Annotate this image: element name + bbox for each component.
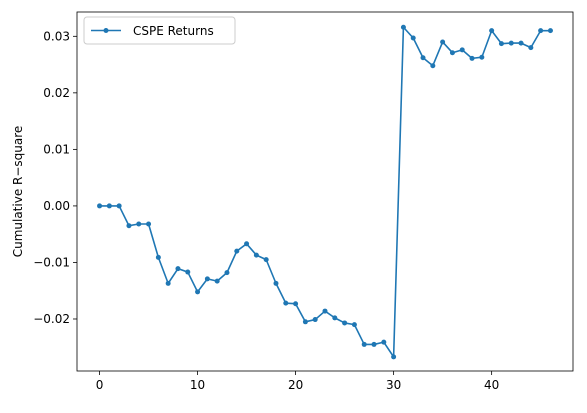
data-point [538,28,544,34]
data-point [410,35,416,41]
data-point [273,280,279,286]
data-point [469,55,475,61]
y-tick-label: −0.02 [33,312,70,326]
data-point [361,341,367,347]
data-point [547,28,553,34]
legend-box [83,16,236,45]
data-point [440,39,446,45]
data-point [293,301,299,307]
data-point [214,278,220,284]
data-point [479,54,485,60]
x-tick-label: 40 [484,378,499,392]
legend: CSPE Returns [83,16,236,45]
data-point [381,339,387,345]
y-tick-label: 0.01 [43,142,70,156]
data-point [302,319,308,325]
data-point [430,63,436,69]
data-point [97,203,103,209]
data-point [391,354,397,360]
data-point [312,317,318,323]
data-point [400,24,406,30]
x-tick-label: 20 [288,378,303,392]
data-point [175,266,181,272]
data-point [106,203,112,209]
data-point [332,315,338,321]
x-tick-label: 0 [96,378,104,392]
data-point [185,269,191,275]
data-point [126,223,132,229]
data-point [498,41,504,47]
data-point [263,257,269,263]
data-point [420,55,426,61]
data-point [489,28,495,34]
data-point [342,320,348,326]
data-point [371,341,377,347]
data-point [155,254,161,260]
data-point [244,241,250,247]
data-point [528,45,534,51]
y-tick-label: 0.02 [43,86,70,100]
data-point [234,248,240,254]
y-tick-label: −0.01 [33,255,70,269]
axes-frame [76,11,574,372]
plot-area [97,24,553,360]
data-point [165,280,171,286]
data-point [253,252,259,258]
data-point [224,270,230,276]
data-point [449,50,455,56]
y-tick-label: 0.03 [43,29,70,43]
data-point [351,322,357,328]
data-point [322,308,328,314]
data-point [283,300,289,306]
legend-label: CSPE Returns [133,24,214,38]
x-tick-label: 10 [190,378,205,392]
data-point [508,40,514,46]
data-point [204,276,210,282]
y-axis: −0.02 −0.01 0.00 0.01 0.02 0.03 [33,29,77,326]
x-axis: 0 10 20 30 40 [96,371,499,392]
data-point [195,289,201,295]
data-point [459,47,465,53]
data-point [518,40,524,46]
data-point [146,221,152,227]
y-tick-label: 0.00 [43,199,70,213]
legend-marker-swatch [103,28,109,33]
data-point [116,203,122,209]
x-tick-label: 30 [386,378,401,392]
data-point [136,221,142,227]
y-axis-label: Cumulative R−square [11,126,25,258]
